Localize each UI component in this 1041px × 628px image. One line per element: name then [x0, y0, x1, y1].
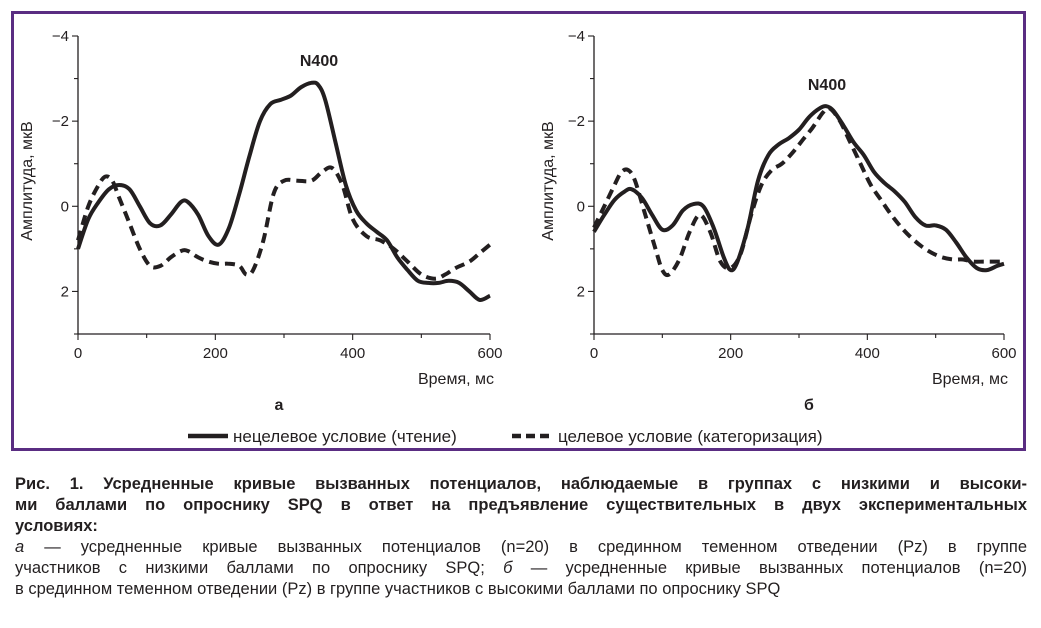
- n400-annotation: N400: [300, 53, 338, 70]
- y-tick-label: 2: [577, 283, 585, 300]
- n400-annotation: N400: [808, 77, 846, 94]
- x-axis-label: Время, мс: [418, 371, 494, 388]
- series-dashed-line: [76, 165, 492, 281]
- caption-line-3: в срединном теменном отведении (Pz) в гр…: [15, 580, 781, 598]
- y-tick-label: 0: [577, 198, 585, 215]
- y-tick-label: −2: [52, 113, 69, 130]
- caption-line-2-rest: — усредненные кривые вызванных потенциал…: [512, 559, 1028, 577]
- caption-line-2: участников с низкими баллами по опросник…: [15, 558, 1027, 579]
- caption-panel-b-ref: б: [503, 559, 513, 577]
- x-tick-label: 0: [590, 345, 598, 362]
- legend: нецелевое условие (чтение) целевое услов…: [188, 427, 823, 446]
- x-tick-label: 400: [340, 345, 365, 362]
- caption-title-line-2: ми баллами по опроснику SPQ в ответ на п…: [15, 496, 1027, 514]
- y-tick-label: −4: [568, 28, 585, 45]
- x-tick-label: 200: [203, 345, 228, 362]
- legend-solid-label: нецелевое условие (чтение): [233, 427, 457, 446]
- series-solid-line: [592, 104, 1005, 273]
- y-tick-label: 0: [61, 198, 69, 215]
- x-tick-label: 600: [477, 345, 502, 362]
- y-tick-label: −4: [52, 28, 69, 45]
- panel-label: а: [275, 397, 284, 414]
- panel-a: −4 −2 0 2 0 200 400 600 Амплитуда, мкВ Время, мс N…: [19, 28, 503, 414]
- figure-frame: −4 −2 0 2 0 200 400 600 Амплитуда, мкВ Время, мс N…: [11, 11, 1026, 451]
- x-tick-label: 400: [855, 345, 880, 362]
- panel-b: −4 −2 0 2 0 200 400 600 Амплитуда, мкВ Время, мс N…: [540, 28, 1017, 414]
- caption-title-line-3: условиях:: [15, 517, 98, 535]
- y-axis-label: Амплитуда, мкВ: [540, 121, 557, 240]
- x-tick-label: 200: [718, 345, 743, 362]
- caption-title-line-1: Рис. 1. Усредненные кривые вызванных пот…: [15, 475, 1027, 493]
- panel-label: б: [804, 397, 814, 414]
- caption-line-2-text: участников с низкими баллами по опросник…: [15, 559, 504, 577]
- y-tick-label: −2: [568, 113, 585, 130]
- caption-line-1-text: — усредненные кривые вызванных потенциал…: [24, 538, 1027, 556]
- figure-caption: Рис. 1. Усредненные кривые вызванных пот…: [15, 474, 1027, 600]
- caption-line-1: а — усредненные кривые вызванных потенци…: [15, 537, 1027, 558]
- caption-panel-a-ref: а: [15, 538, 25, 556]
- series-dashed-line: [592, 106, 1004, 278]
- y-tick-label: 2: [61, 283, 69, 300]
- series-solid-line: [76, 80, 491, 302]
- legend-dashed-label: целевое условие (категоризация): [558, 427, 823, 446]
- y-axis-label: Амплитуда, мкВ: [19, 121, 36, 240]
- x-tick-label: 600: [991, 345, 1016, 362]
- x-tick-label: 0: [74, 345, 82, 362]
- x-axis-label: Время, мс: [932, 371, 1008, 388]
